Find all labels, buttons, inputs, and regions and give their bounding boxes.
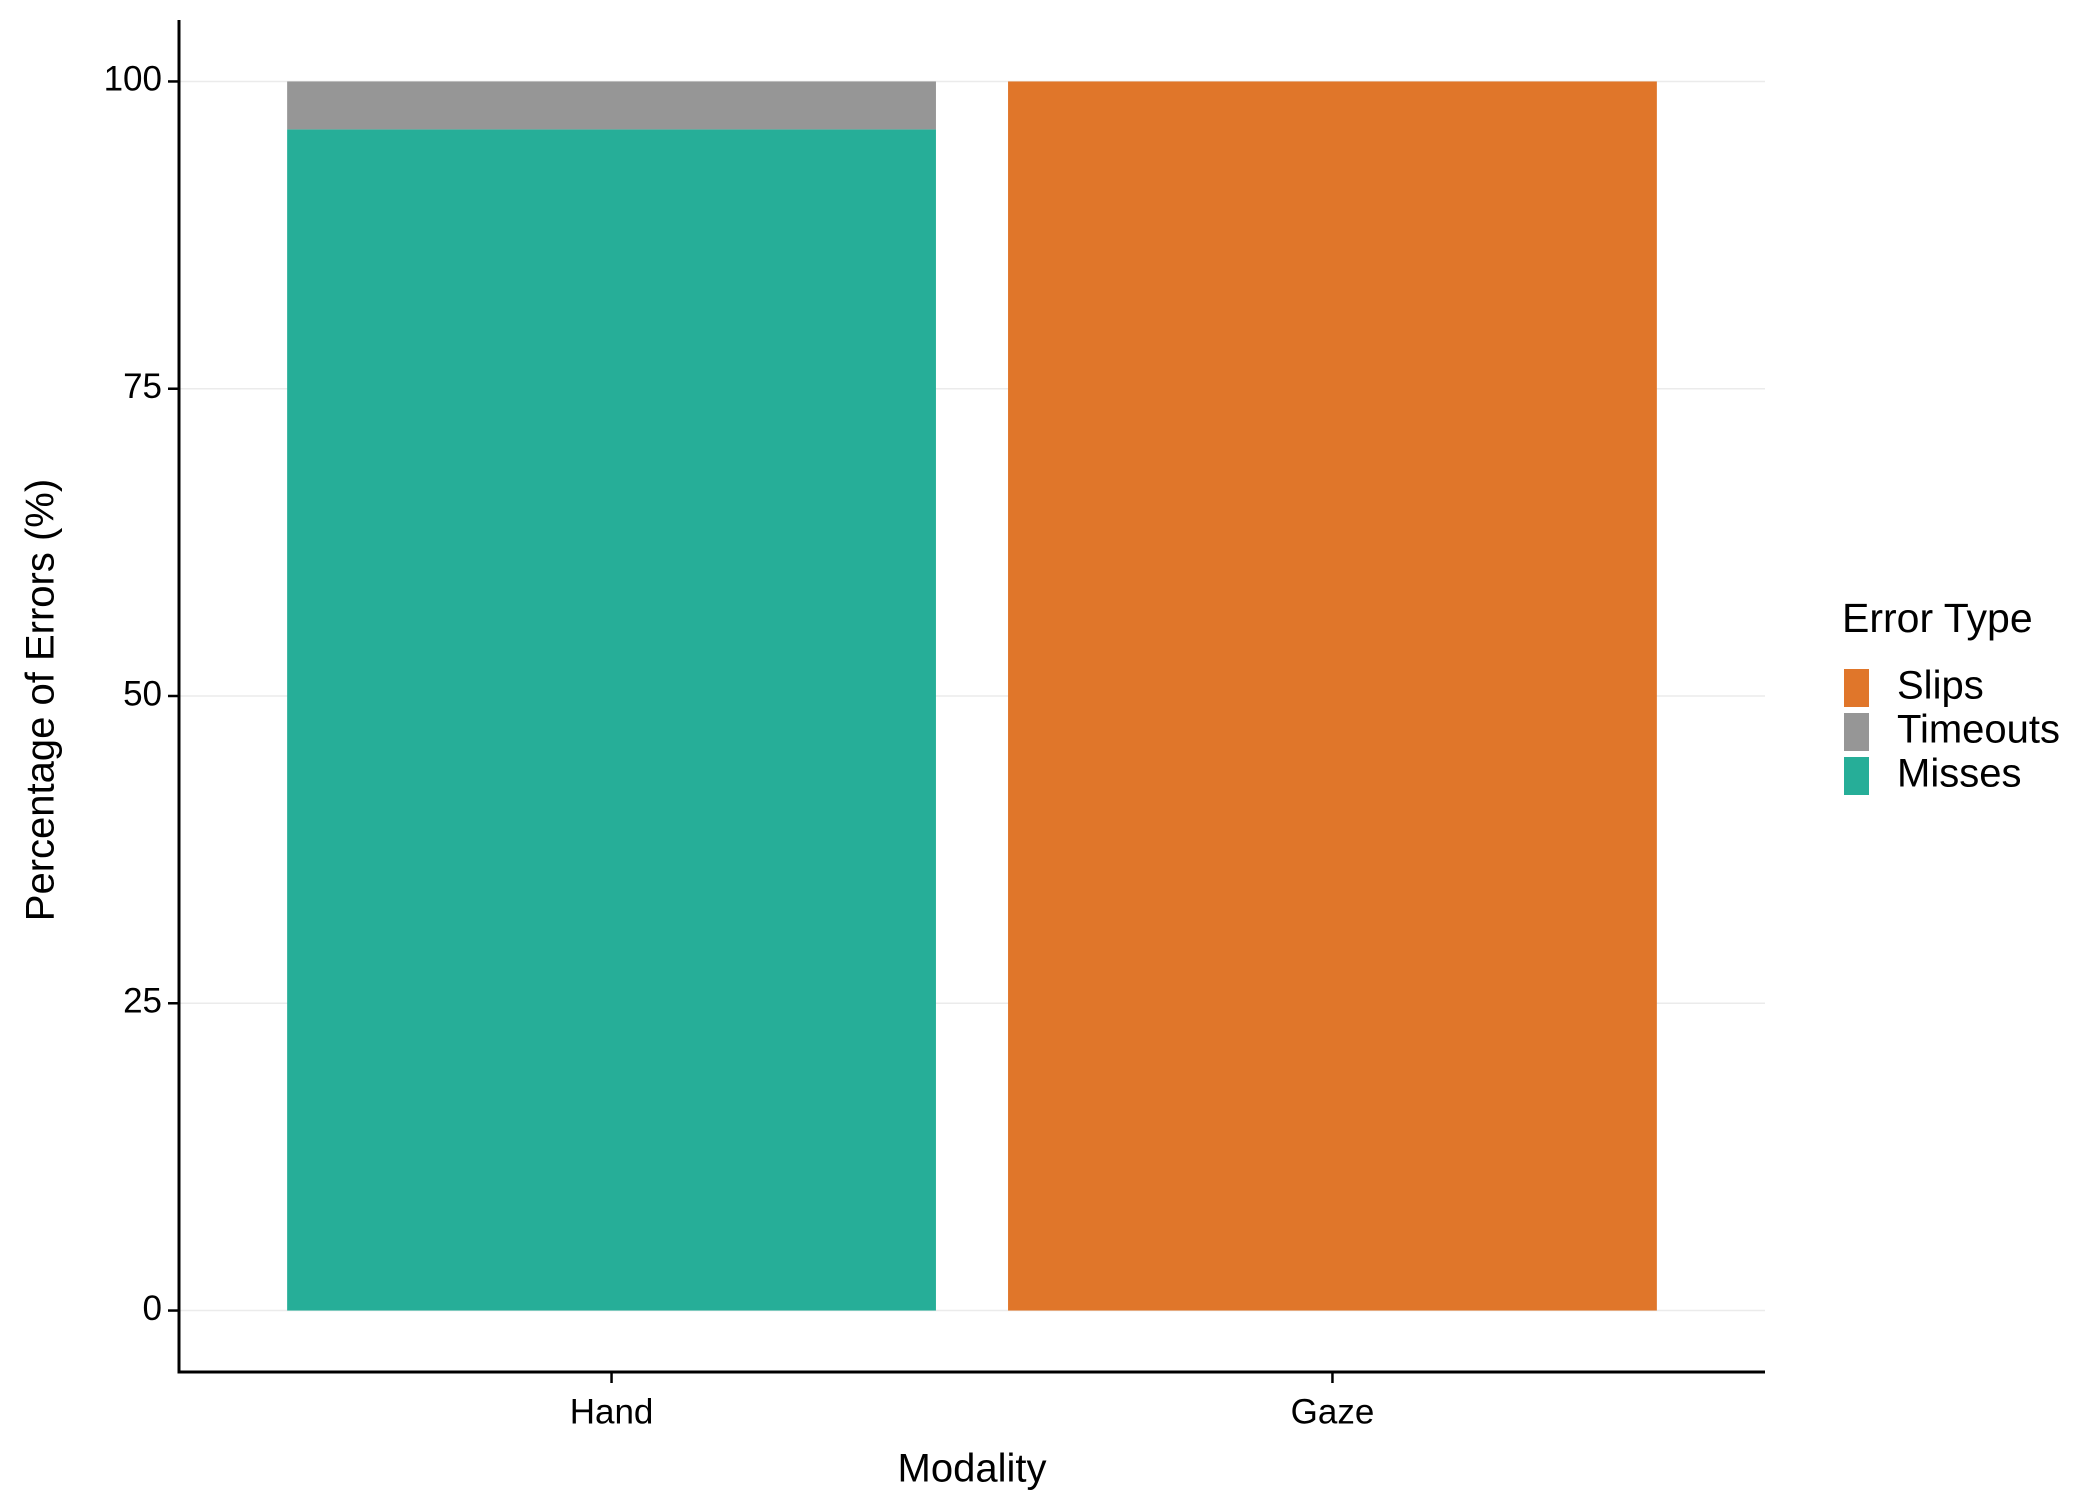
legend-label: Slips <box>1897 664 1984 708</box>
legend-label: Timeouts <box>1897 708 2060 752</box>
legend-key <box>1844 713 1869 751</box>
y-tick-label: 0 <box>143 1289 162 1328</box>
legend-title: Error Type <box>1842 595 2033 641</box>
y-tick-label: 50 <box>123 674 162 713</box>
legend-key <box>1844 757 1869 795</box>
x-axis-title: Modality <box>898 1447 1047 1491</box>
x-tick-label: Hand <box>570 1392 654 1431</box>
legend-key <box>1844 669 1869 707</box>
bar-segment <box>287 81 936 130</box>
y-tick-label: 25 <box>123 982 162 1021</box>
legend-label: Misses <box>1897 752 2021 796</box>
bar-segment <box>287 129 936 1311</box>
y-tick-label: 100 <box>104 60 162 99</box>
y-axis-title: Percentage of Errors (%) <box>19 479 63 921</box>
bar-segment <box>1008 81 1657 1311</box>
x-tick-label: Gaze <box>1291 1392 1375 1431</box>
y-tick-label: 75 <box>123 367 162 406</box>
